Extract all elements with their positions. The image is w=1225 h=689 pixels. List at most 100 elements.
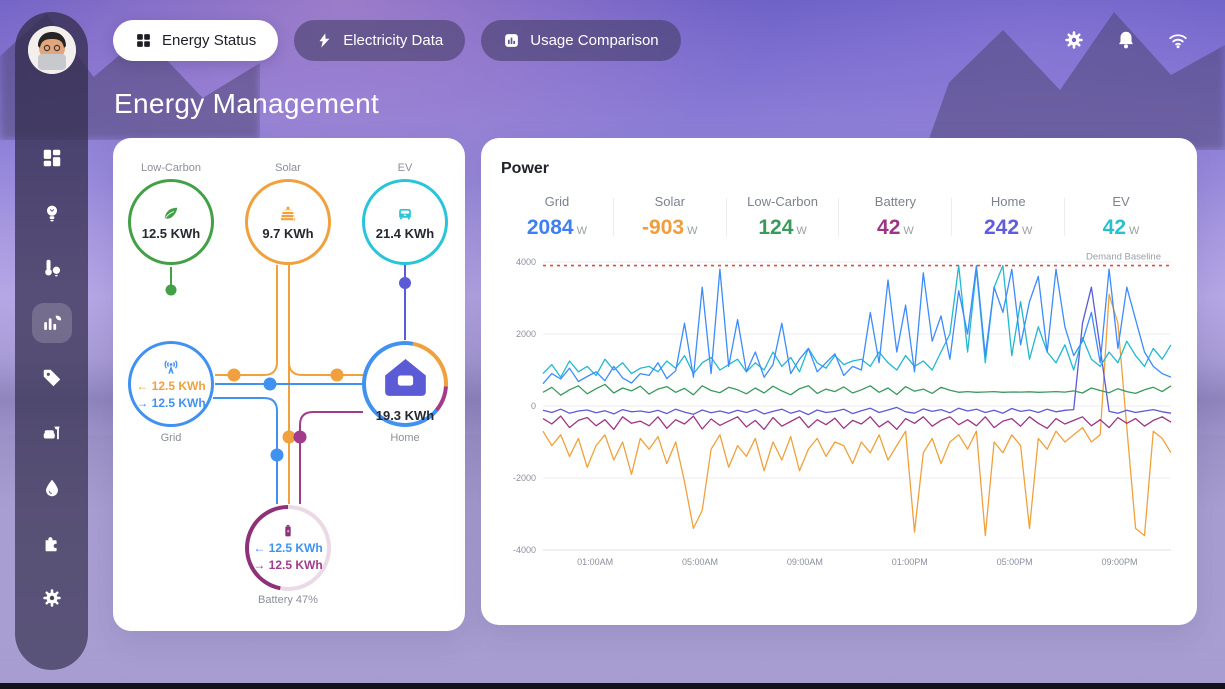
home-value: 19.3 KWh: [375, 408, 435, 423]
tab-label: Electricity Data: [343, 32, 444, 49]
stat-value: 242 W: [984, 216, 1033, 239]
sidebar-item-energy-chart[interactable]: [31, 303, 72, 343]
gear-icon: [1065, 31, 1083, 49]
sidebar-item-settings[interactable]: [32, 578, 72, 618]
stat-unit: W: [576, 225, 587, 237]
energy-flow-lines: [165, 264, 411, 504]
stat-divider: [1064, 198, 1066, 236]
power-stats: Grid 2084 W Solar -903 W Low-Carbon 124 W Battery…: [501, 194, 1177, 240]
battery-icon: [285, 525, 291, 537]
stat-battery: Battery 42 W: [839, 194, 951, 240]
low-carbon-value: 12.5 KWh: [141, 225, 201, 241]
solar-node[interactable]: 9.7 KWh: [245, 179, 331, 265]
water-icon: [45, 479, 58, 497]
stat-unit: W: [1129, 225, 1140, 237]
svg-text:4000: 4000: [516, 257, 536, 267]
battery-node[interactable]: ← 12.5 KWh → 12.5 KWh: [245, 505, 331, 591]
top-tabs: Energy Status Electricity Data Usage Compa…: [113, 20, 681, 61]
grid-node[interactable]: ← 12.5 KWh → 12.5 KWh: [128, 341, 214, 427]
stat-label: EV: [1112, 194, 1130, 209]
bolt-icon: [319, 33, 330, 48]
home-icon: [384, 358, 426, 396]
tab-electricity-data[interactable]: Electricity Data: [294, 20, 466, 61]
stat-low-carbon: Low-Carbon 124 W: [727, 194, 839, 240]
sidebar-item-room[interactable]: [32, 413, 72, 453]
flow-dots: [165, 277, 411, 462]
low-carbon-label: Low-Carbon: [141, 162, 201, 174]
power-chart: 4000 2000 0 -2000 -4000 01:00AM 05:00AM 09:00AM…: [501, 248, 1177, 585]
sidebar-item-bulb[interactable]: [32, 193, 72, 233]
battery-in-value: ← 12.5 KWh: [253, 541, 323, 555]
ev-car-icon: [399, 208, 411, 219]
svg-text:05:00PM: 05:00PM: [997, 557, 1033, 567]
svg-text:01:00AM: 01:00AM: [577, 557, 613, 567]
stat-label: Battery: [874, 194, 916, 209]
energy-flow-card: Low-Carbon Solar EV Grid Home Battery 47…: [113, 138, 465, 631]
series-solar: [542, 293, 1172, 537]
tab-usage-comparison[interactable]: Usage Comparison: [481, 20, 681, 61]
gear-button[interactable]: [1063, 29, 1085, 51]
room-icon: [43, 426, 60, 440]
tab-energy-status[interactable]: Energy Status: [113, 20, 279, 61]
tab-label: Energy Status: [162, 32, 257, 49]
stat-value: 2084 W: [526, 216, 587, 239]
grid-antenna-icon: [164, 360, 178, 374]
top-actions: [1063, 29, 1189, 51]
ev-value: 21.4 KWh: [375, 225, 435, 241]
climate-icon: [44, 259, 60, 277]
avatar[interactable]: [27, 26, 76, 74]
svg-text:2000: 2000: [516, 329, 536, 339]
stat-solar: Solar -903 W: [614, 194, 726, 240]
sidebar-item-water[interactable]: [32, 468, 72, 508]
sidebar-items: [31, 138, 72, 618]
ev-label: EV: [397, 162, 413, 174]
battery-label: Battery 47%: [258, 594, 318, 606]
stat-unit: W: [903, 225, 914, 237]
stat-label: Home: [990, 194, 1026, 209]
svg-text:0: 0: [531, 401, 536, 411]
svg-text:05:00AM: 05:00AM: [682, 557, 718, 567]
solar-label: Solar: [275, 162, 301, 174]
sidebar-item-climate[interactable]: [32, 248, 72, 288]
stat-unit: W: [1022, 225, 1033, 237]
bottom-strip: [0, 683, 1225, 689]
tag-icon: [43, 369, 60, 387]
power-card-title: Power: [501, 160, 550, 177]
stat-divider: [838, 198, 840, 236]
series-low-carbon: [542, 383, 1172, 396]
grid-out-value: → 12.5 KWh: [136, 396, 206, 410]
stat-label: Low-Carbon: [747, 194, 818, 209]
bell-button[interactable]: [1115, 29, 1137, 51]
wifi-button[interactable]: [1167, 29, 1189, 51]
bell-icon: [1119, 31, 1133, 49]
stat-value: -903 W: [642, 216, 698, 239]
stat-ev: EV 42 W: [1065, 194, 1177, 240]
home-label: Home: [390, 432, 420, 444]
battery-out-value: → 12.5 KWh: [253, 558, 323, 572]
svg-text:01:00PM: 01:00PM: [892, 557, 928, 567]
home-node[interactable]: 19.3 KWh: [362, 341, 448, 427]
solar-value: 9.7 KWh: [262, 225, 314, 241]
page-title: Energy Management: [114, 88, 380, 119]
stat-home: Home 242 W: [952, 194, 1064, 240]
ev-node[interactable]: 21.4 KWh: [362, 179, 448, 265]
stat-divider: [951, 198, 953, 236]
dashboard-icon: [43, 149, 60, 167]
sidebar-item-tag[interactable]: [32, 358, 72, 398]
stat-grid: Grid 2084 W: [501, 194, 613, 240]
stat-value: 42 W: [877, 216, 914, 239]
grid-label: Grid: [160, 432, 182, 444]
energy-chart-icon: [43, 315, 61, 330]
stat-value: 124 W: [758, 216, 807, 239]
low-carbon-node[interactable]: 12.5 KWh: [128, 179, 214, 265]
sidebar-item-puzzle[interactable]: [32, 523, 72, 563]
stat-value: 42 W: [1102, 216, 1140, 239]
wifi-icon: [1169, 34, 1187, 49]
settings-icon: [42, 589, 61, 607]
leaf-icon: [164, 207, 178, 219]
stat-unit: W: [796, 225, 807, 237]
stat-divider: [612, 198, 614, 236]
baseline-label: Demand Baseline: [1086, 252, 1161, 263]
sidebar-item-dashboard[interactable]: [32, 138, 72, 178]
